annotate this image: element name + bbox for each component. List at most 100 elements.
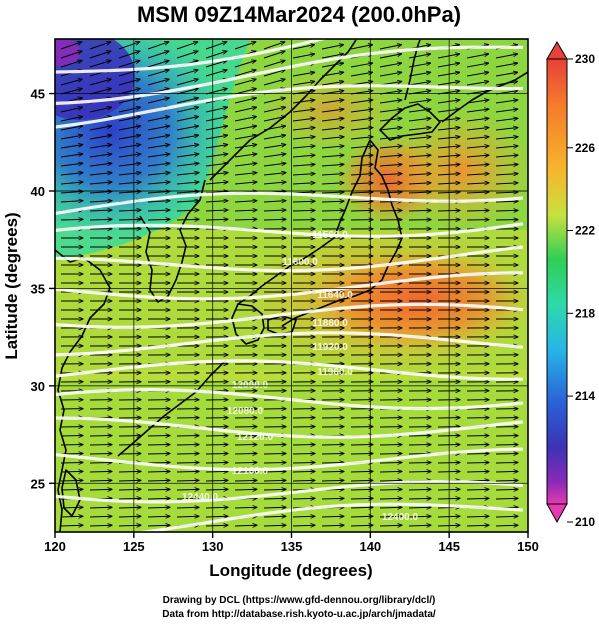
wind-arrow	[263, 79, 285, 86]
wind-arrow	[495, 201, 518, 202]
wind-arrow	[466, 489, 489, 490]
wind-arrow	[60, 489, 83, 490]
wind-arrow	[466, 164, 489, 166]
wind-arrow	[60, 60, 82, 68]
wind-arrow	[89, 42, 111, 50]
wind-arrow	[234, 126, 257, 131]
wind-arrow	[292, 72, 315, 77]
colorbar-tick-label: 222	[575, 224, 595, 238]
wind-arrow	[176, 117, 199, 122]
coastline-ryukyu	[117, 359, 227, 457]
grid-lines	[55, 39, 528, 532]
wind-arrow	[89, 145, 112, 149]
wind-arrow	[234, 60, 256, 68]
y-tick-label: 30	[31, 379, 45, 394]
wind-arrow	[292, 155, 315, 157]
wind-arrow	[350, 192, 373, 193]
wind-arrow	[147, 480, 170, 481]
wind-arrow	[176, 173, 199, 176]
wind-arrow	[292, 516, 315, 517]
wind-arrow	[147, 60, 169, 68]
coastline-japan-honshu-west	[237, 139, 371, 305]
wind-arrow	[176, 471, 199, 472]
wind-arrow	[350, 146, 373, 148]
wind-arrow	[408, 128, 431, 131]
wind-arrow	[118, 154, 141, 158]
wind-arrow	[234, 453, 257, 454]
contour-line	[55, 447, 524, 472]
wind-arrow	[321, 201, 344, 202]
wind-arrow	[350, 453, 373, 454]
wind-arrow	[118, 126, 141, 131]
wind-arrow	[60, 480, 83, 481]
wind-arrow	[118, 182, 141, 184]
wind-arrow	[321, 462, 344, 463]
wind-arrow	[379, 63, 402, 68]
contour-label: 12440.0	[182, 492, 219, 503]
contour-line	[55, 331, 524, 357]
y-axis-ticks: 25 30 35 40 45	[31, 87, 55, 491]
wind-arrow	[147, 525, 170, 526]
wind-arrow	[118, 135, 141, 140]
wind-arrow	[350, 471, 373, 472]
contour-line	[55, 302, 524, 329]
wind-arrow	[263, 117, 286, 122]
wind-arrow	[234, 507, 257, 508]
colorbar-tick-label: 230	[575, 52, 595, 66]
wind-arrow	[118, 117, 141, 122]
wind-arrow	[321, 453, 344, 454]
wind-arrow	[205, 163, 228, 167]
wind-arrow	[205, 145, 228, 149]
colorbar-body	[546, 58, 568, 505]
wind-arrow	[408, 164, 431, 166]
wind-arrow	[263, 507, 286, 508]
wind-arrow	[205, 126, 228, 131]
wind-arrow	[379, 462, 402, 463]
colorbar-tick-label: 214	[575, 389, 595, 403]
wind-arrow	[176, 489, 199, 490]
wind-arrow	[263, 210, 286, 211]
wind-arrow	[350, 128, 373, 131]
contour-label: 12160.0	[232, 466, 269, 477]
x-tick-label: 130	[202, 539, 224, 554]
wind-arrow	[379, 54, 402, 59]
wind-arrow	[118, 507, 141, 508]
wind-arrow	[350, 489, 373, 490]
wind-arrow	[234, 210, 257, 211]
wind-arrow	[176, 89, 198, 95]
wind-arrow	[379, 516, 402, 517]
wind-arrow	[147, 507, 170, 508]
wind-arrow	[466, 498, 489, 499]
wind-arrow	[292, 174, 315, 175]
wind-arrow	[205, 489, 228, 490]
wind-arrow	[350, 63, 373, 68]
wind-arrow	[495, 183, 518, 184]
wind-arrow	[350, 210, 373, 211]
wind-arrow	[118, 98, 140, 104]
wind-arrow	[350, 155, 373, 157]
wind-arrow	[263, 498, 286, 499]
wind-arrow	[205, 51, 227, 59]
colorbar-ticks: 230 226 222 218 214 210	[567, 52, 595, 529]
wind-arrow	[495, 137, 518, 139]
contour-line	[55, 222, 524, 238]
wind-arrow	[147, 79, 169, 86]
wind-arrow	[379, 489, 402, 490]
wind-arrow	[234, 201, 257, 202]
contour-line	[55, 39, 330, 74]
wind-arrow	[89, 163, 112, 167]
wind-arrow	[292, 100, 315, 104]
cold-region-core	[55, 39, 135, 120]
credit-line-1: Drawing by DCL (https://www.gfd-dennou.o…	[163, 595, 436, 606]
wind-arrow	[408, 72, 431, 77]
wind-arrow	[176, 145, 199, 149]
wind-arrow	[176, 219, 199, 220]
wind-arrow	[466, 210, 489, 211]
x-tick-label: 125	[123, 539, 145, 554]
wind-arrow	[292, 201, 315, 202]
wind-arrow	[234, 117, 257, 122]
wind-arrow	[466, 453, 489, 454]
wind-arrow	[176, 191, 199, 193]
wind-arrow	[89, 516, 112, 517]
wind-arrow	[89, 182, 112, 184]
